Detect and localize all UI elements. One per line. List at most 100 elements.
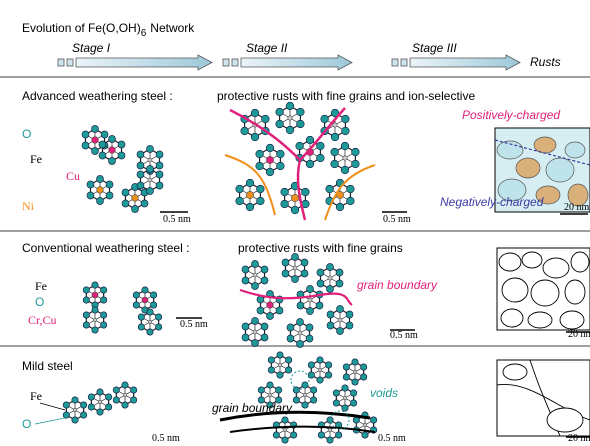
fe-atom (338, 318, 342, 322)
o-atom (251, 339, 258, 346)
o-atom (87, 192, 94, 199)
o-atom (100, 297, 106, 303)
o-atom (105, 394, 111, 400)
stage-label: Stage II (246, 41, 288, 55)
o-atom (341, 142, 349, 150)
o-atom (362, 432, 368, 438)
o-atom (285, 367, 291, 373)
o-atom (275, 387, 281, 393)
o-atom (326, 285, 333, 292)
o-atom (297, 302, 304, 309)
o-atom (80, 412, 86, 418)
o-atom (236, 185, 244, 193)
o-atom (137, 182, 144, 189)
o-atom (137, 162, 144, 169)
fe-atom (98, 400, 102, 404)
o-atom (137, 171, 144, 178)
atom-label: O (35, 295, 44, 309)
o-atom (150, 302, 156, 308)
o-atom (261, 323, 268, 330)
grain (543, 258, 569, 278)
o-atom (331, 148, 339, 156)
o-atom (251, 109, 259, 117)
o-atom (99, 152, 106, 159)
o-atom (242, 323, 249, 330)
scale-label: 0.5 nm (378, 433, 406, 444)
o-atom (327, 437, 333, 443)
o-atom (83, 297, 89, 303)
o-atom (257, 307, 264, 314)
fe-atom (278, 363, 282, 367)
o-atom (242, 277, 249, 284)
title-text: Evolution of Fe(O,OH) (22, 21, 141, 35)
o-atom (310, 387, 316, 393)
o-atom (106, 192, 113, 199)
grain (546, 158, 574, 182)
o-atom (316, 302, 323, 309)
grain (502, 278, 528, 302)
fe-atom (93, 318, 97, 322)
fe-atom (328, 428, 332, 432)
o-atom (106, 181, 113, 188)
o-atom (326, 185, 334, 193)
o-atom (302, 188, 310, 196)
o-atom (306, 324, 313, 331)
o-atom (266, 144, 274, 152)
o-atom (91, 147, 98, 154)
o-atom (326, 263, 333, 270)
fe-atom (283, 428, 287, 432)
o-atom (261, 334, 268, 341)
o-atom (137, 151, 144, 158)
o-atom (113, 397, 119, 403)
o-atom (293, 397, 299, 403)
fe-atom (148, 320, 152, 324)
o-atom (291, 275, 298, 282)
o-atom (352, 379, 358, 385)
o-atom (88, 394, 94, 400)
o-atom (285, 357, 291, 363)
o-atom (155, 314, 161, 320)
o-atom (281, 188, 289, 196)
o-atom (156, 151, 163, 158)
o-atom (156, 182, 163, 189)
o-atom (336, 269, 343, 276)
o-atom (301, 270, 308, 277)
o-atom (317, 142, 325, 150)
o-atom (336, 327, 343, 334)
o-atom (282, 417, 288, 423)
o-atom (257, 197, 265, 205)
scale-label: 0.5 nm (180, 319, 208, 330)
fe-atom (253, 273, 257, 277)
o-atom (360, 364, 366, 370)
atom-label: Fe (30, 152, 42, 166)
o-atom (346, 322, 353, 329)
o-atom (310, 397, 316, 403)
grain (565, 142, 585, 158)
o-atom (296, 142, 304, 150)
fe-atom (318, 368, 322, 372)
o-atom (317, 357, 323, 363)
o-atom (347, 197, 355, 205)
o-atom (370, 417, 376, 423)
o-atom (277, 162, 285, 170)
o-atom (297, 120, 305, 128)
dopant-atom (97, 187, 104, 194)
o-atom (108, 157, 115, 164)
o-atom (156, 171, 163, 178)
o-atom (293, 387, 299, 393)
fe-atom (343, 396, 347, 400)
o-atom (335, 432, 341, 438)
dopant-atom (92, 137, 99, 144)
o-atom (92, 307, 98, 313)
o-atom (83, 312, 89, 318)
dopant-atom (132, 195, 139, 202)
o-atom (88, 404, 94, 410)
o-atom (277, 150, 285, 158)
o-atom (336, 203, 344, 211)
o-atom (97, 409, 103, 415)
o-atom (138, 314, 144, 320)
o-atom (296, 318, 303, 325)
o-atom (282, 259, 289, 266)
o-atom (287, 324, 294, 331)
o-atom (146, 165, 153, 172)
